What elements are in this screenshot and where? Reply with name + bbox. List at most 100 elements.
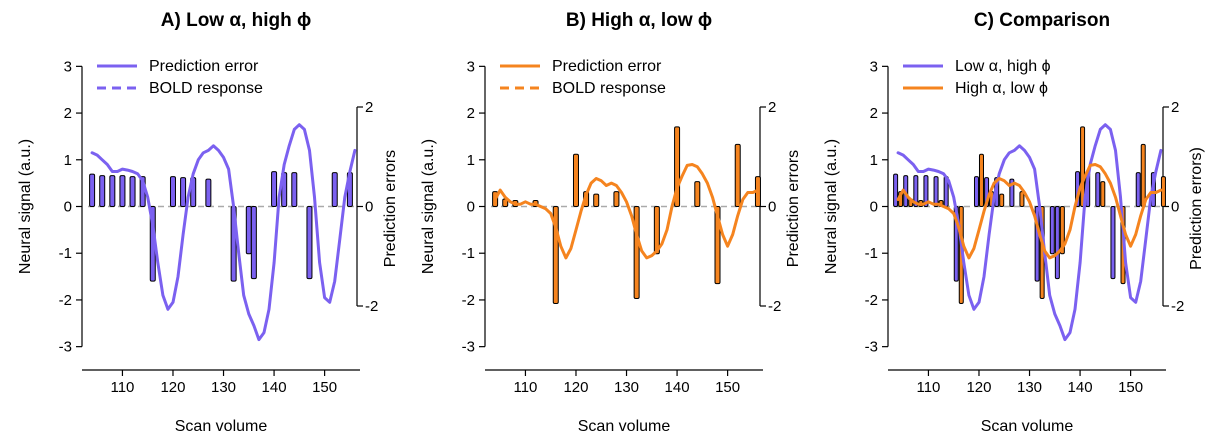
legend-label: Prediction error <box>149 58 259 75</box>
stem-bar <box>119 175 126 207</box>
chart-title: B) High α, low ϕ <box>566 10 712 31</box>
series-line-1 <box>896 123 1163 342</box>
chart-title: A) Low α, high ϕ <box>161 10 311 31</box>
y-tick-label: 1 <box>467 152 475 169</box>
stem-bar <box>694 181 701 207</box>
series-line-1 <box>493 163 760 260</box>
stem-bar <box>1080 126 1086 207</box>
stem-bar <box>999 193 1005 207</box>
stem-bar <box>306 206 313 280</box>
series-line-2 <box>896 163 1163 260</box>
stem-bar <box>245 206 252 255</box>
y-tick-label: 2 <box>467 105 475 122</box>
stem-bar <box>572 153 579 207</box>
stem-bar <box>613 191 620 207</box>
chart-panel-3: C) Comparison -3 -2 -1 0 1 2 3 Neural signal (a.… <box>823 10 1205 435</box>
stem-bar <box>99 175 106 207</box>
y2-axis-label: Prediction errors <box>785 150 802 267</box>
y-tick-label: -1 <box>462 245 475 262</box>
y-tick-label: -1 <box>865 245 878 262</box>
stem-bar <box>109 175 116 207</box>
stem-bar <box>250 206 257 280</box>
y-tick-label: 1 <box>870 152 878 169</box>
x-tick-label: 120 <box>966 379 991 396</box>
y2-tick-label: 2 <box>768 99 776 116</box>
stem-bar <box>291 172 298 207</box>
y-tick-label: 3 <box>870 58 878 75</box>
x-axis-label: Scan volume <box>981 418 1074 435</box>
y2-tick-label: -2 <box>365 298 378 315</box>
x-tick-label: 140 <box>665 379 690 396</box>
stem-bar <box>1135 172 1141 207</box>
legend-label: Low α, high ϕ <box>955 58 1051 75</box>
stem-bar <box>1140 143 1146 207</box>
x-tick-label: 150 <box>312 379 337 396</box>
stem-bar <box>1095 172 1101 207</box>
stem-bar <box>1160 176 1166 207</box>
y-tick-label: -2 <box>865 292 878 309</box>
chart-title: C) Comparison <box>974 10 1110 31</box>
y-tick-label: 3 <box>64 58 72 75</box>
x-tick-label: 130 <box>1017 379 1042 396</box>
x-tick-label: 110 <box>110 379 134 396</box>
y-tick-label: 0 <box>64 199 72 216</box>
legend-label: Prediction error <box>552 58 662 75</box>
y2-tick-label: 2 <box>1171 99 1179 116</box>
stem-bar <box>933 176 939 207</box>
x-tick-label: 140 <box>1068 379 1093 396</box>
stem-bar <box>89 173 96 208</box>
stem-bar <box>633 206 640 300</box>
y-axis-label: Neural signal (a.u.) <box>420 139 437 274</box>
stem-bar <box>913 175 919 207</box>
stem-bar <box>1054 206 1060 280</box>
y-tick-label: 3 <box>467 58 475 75</box>
x-axis-label: Scan volume <box>578 418 671 435</box>
stem-bar <box>893 173 899 208</box>
y-tick-label: -1 <box>59 245 72 262</box>
y-tick-label: 0 <box>467 199 475 216</box>
x-tick-label: 120 <box>160 379 185 396</box>
y-tick-label: -3 <box>462 339 475 356</box>
y-tick-label: -3 <box>865 339 878 356</box>
chart-panel-2: B) High α, low ϕ -3 -2 -1 0 1 2 3 Neural signal … <box>420 10 802 435</box>
stem-bar <box>923 175 929 207</box>
stem-bar <box>978 153 984 207</box>
y2-axis-label: Prediction errors <box>382 150 399 267</box>
series-line-1 <box>90 123 357 342</box>
stem-bar <box>593 193 600 207</box>
legend-label: BOLD response <box>552 80 666 97</box>
y2-tick-label: 0 <box>768 199 776 216</box>
x-tick-label: 130 <box>211 379 236 396</box>
stem-bar <box>180 177 187 208</box>
stem-bar <box>734 143 741 207</box>
x-axis-label: Scan volume <box>175 418 268 435</box>
y-axis-label: Neural signal (a.u.) <box>823 139 840 274</box>
stem-bar <box>973 176 979 207</box>
stem-bar <box>1019 191 1025 207</box>
stem-bar <box>331 172 338 207</box>
stem-bar <box>1110 206 1116 280</box>
stem-bar <box>653 206 660 255</box>
y-tick-label: 2 <box>870 105 878 122</box>
x-tick-label: 120 <box>563 379 588 396</box>
y-tick-label: -2 <box>462 292 475 309</box>
y2-tick-label: 0 <box>1171 199 1179 216</box>
x-tick-label: 110 <box>513 379 537 396</box>
y-tick-label: -3 <box>59 339 72 356</box>
y2-tick-label: -2 <box>1171 298 1184 315</box>
y2-tick-label: 0 <box>365 199 373 216</box>
stem-bar <box>169 176 176 207</box>
y-tick-label: -2 <box>59 292 72 309</box>
x-tick-label: 150 <box>1118 379 1143 396</box>
legend-label: High α, low ϕ <box>955 80 1048 97</box>
y-tick-label: 0 <box>870 199 878 216</box>
stem-bar <box>271 171 278 208</box>
chart-panel-1: A) Low α, high ϕ -3 -2 -1 0 1 2 3 Neural signal … <box>17 10 399 435</box>
y2-tick-label: -2 <box>768 298 781 315</box>
stem-bar <box>1049 206 1055 255</box>
x-tick-label: 110 <box>916 379 940 396</box>
x-tick-label: 150 <box>715 379 740 396</box>
y2-axis-label: Prediction errors) <box>1188 147 1205 270</box>
y-axis-label: Neural signal (a.u.) <box>17 139 34 274</box>
